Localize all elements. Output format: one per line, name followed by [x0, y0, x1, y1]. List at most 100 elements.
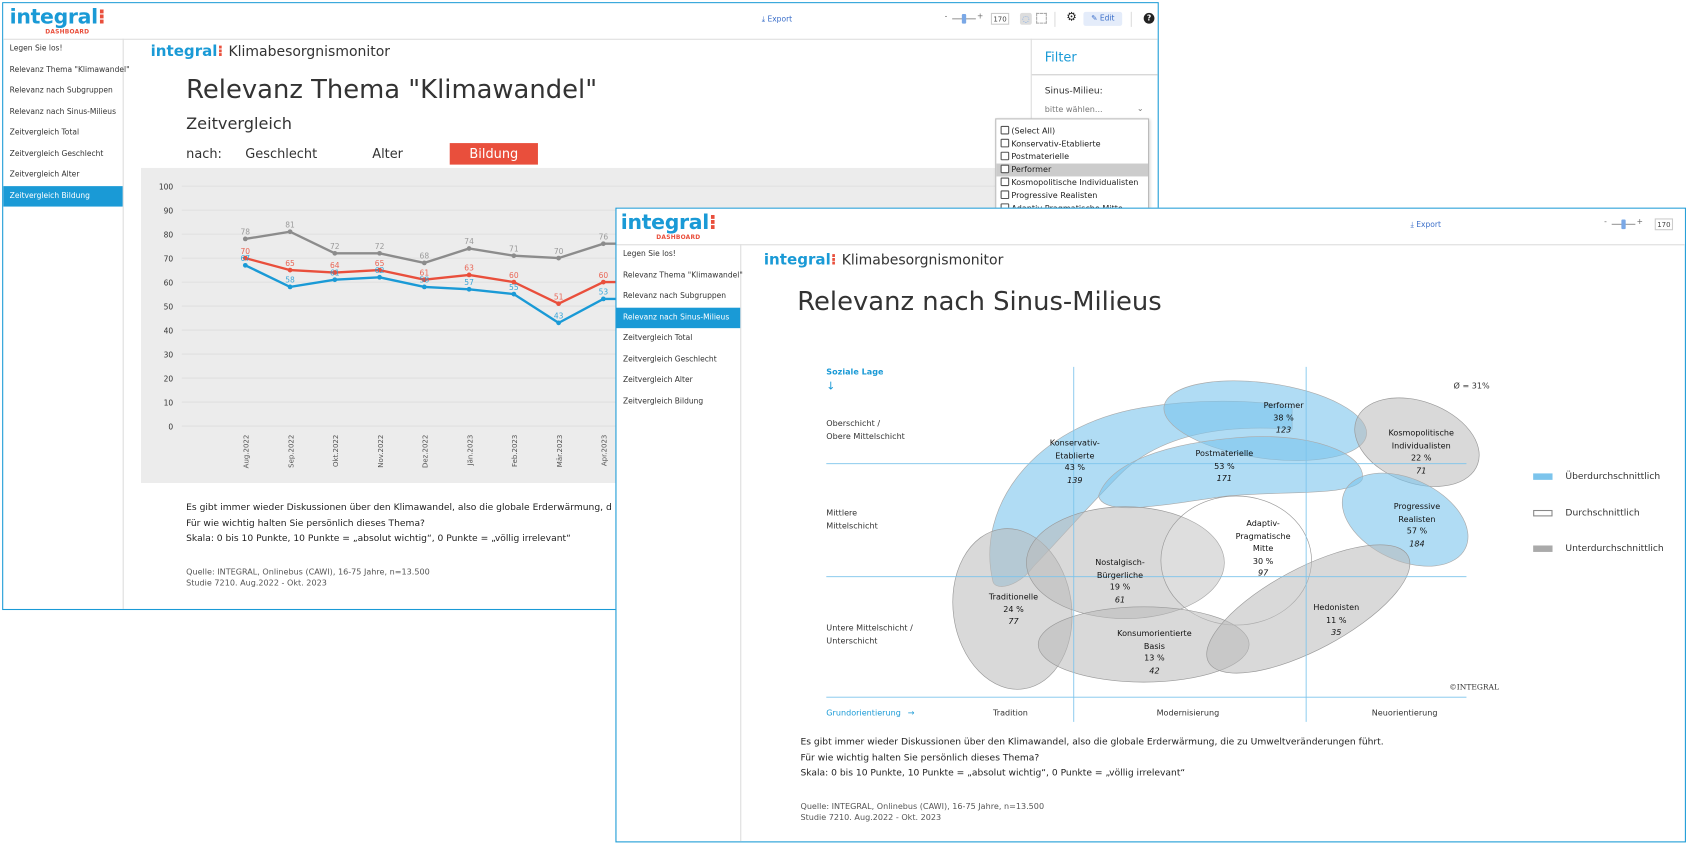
- scale-line: Skala: 0 bis 10 Punkte, 10 Punkte = „abs…: [800, 768, 1186, 779]
- tab-alter[interactable]: Alter: [372, 146, 404, 162]
- row-label-unterschicht: Untere Mittelschicht / Unterschicht: [826, 622, 913, 648]
- y-tick-label: 100: [159, 182, 174, 191]
- milieu-label: Performer 38 % 123: [1264, 399, 1304, 436]
- sidebar-item[interactable]: Legen Sie los!: [622, 249, 676, 259]
- gear-icon[interactable]: ⚙: [1066, 9, 1077, 24]
- milieu-name: Postmaterielle: [1195, 448, 1254, 459]
- sidebar-item[interactable]: Zeitvergleich Bildung: [3, 185, 123, 207]
- average-value: Ø = 31%: [1453, 380, 1490, 391]
- checkbox[interactable]: [1000, 138, 1010, 148]
- row-label-line: Obere Mittelschicht: [826, 431, 905, 442]
- sidebar-item[interactable]: Relevanz nach Sinus-Milieus: [9, 107, 116, 116]
- y-tick-label: 40: [164, 326, 174, 335]
- column-label-tradition: Tradition: [993, 707, 1028, 718]
- data-point-red: [377, 267, 382, 273]
- milieu-percent: 24 %: [1003, 604, 1024, 614]
- zoom-value-input[interactable]: 170: [1654, 218, 1674, 231]
- export-label: Export: [767, 15, 793, 24]
- data-label-grey: 74: [464, 237, 474, 246]
- fit-icon[interactable]: ◌: [1019, 12, 1032, 25]
- export-button[interactable]: ⤓ Export: [1411, 221, 1441, 231]
- sinus-milieu-select[interactable]: bitte wählen... ⌄: [1045, 103, 1144, 114]
- milieu-label: Konsumorientierte Basis 13 % 42: [1117, 627, 1192, 676]
- sidebar-item[interactable]: Relevanz nach Sinus-Milieus: [616, 307, 741, 329]
- tab-bildung[interactable]: Bildung: [449, 143, 538, 165]
- data-label-grey: 72: [375, 242, 385, 251]
- x-axis-title-text: Grundorientierung: [826, 707, 901, 718]
- data-label-blue: 43: [554, 312, 564, 321]
- zoom-value-input[interactable]: 170: [990, 12, 1010, 25]
- milieu-name: Mitte: [1252, 543, 1274, 554]
- report-header: integral⁝ Klimabesorgnismonitor: [150, 43, 391, 61]
- x-tick-label: Jän.2023: [466, 435, 474, 467]
- milieu-name: Kosmopolitische: [1388, 428, 1455, 438]
- dropdown-option[interactable]: Postmaterielle: [996, 151, 1148, 164]
- slider-plus[interactable]: +: [1636, 217, 1643, 226]
- milieu-label: Kosmopolitische Individualisten 22 % 71: [1389, 427, 1455, 476]
- source-line: Quelle: INTEGRAL, Onlinebus (CAWI), 16-7…: [186, 566, 430, 577]
- sidebar-item[interactable]: Legen Sie los!: [9, 44, 63, 53]
- data-point-blue: [287, 284, 293, 290]
- milieu-name: Traditionelle: [988, 591, 1039, 602]
- fullscreen-icon[interactable]: [1036, 12, 1047, 24]
- option-label: Kosmopolitische Individualisten: [1011, 177, 1139, 188]
- milieu-percent: 38 %: [1273, 412, 1294, 423]
- sidebar-item[interactable]: Zeitvergleich Alter: [9, 169, 80, 179]
- dropdown-option[interactable]: Konservativ-Etablierte: [996, 138, 1148, 151]
- dropdown-option[interactable]: Progressive Realisten: [996, 189, 1148, 202]
- sidebar-item[interactable]: Relevanz Thema "Klimawandel": [622, 270, 743, 280]
- series-line-grey: [245, 230, 625, 265]
- page-subtitle: Zeitvergleich: [186, 114, 293, 134]
- y-tick-label: 10: [164, 398, 174, 407]
- sidebar-item[interactable]: Zeitvergleich Bildung: [622, 396, 704, 406]
- checkbox[interactable]: [1000, 125, 1010, 135]
- slider-minus[interactable]: -: [1604, 217, 1607, 226]
- sidebar-item[interactable]: Relevanz nach Subgruppen: [622, 291, 727, 301]
- logo-subtitle: DASHBOARD: [656, 234, 701, 242]
- sidebar-item[interactable]: Zeitvergleich Geschlecht: [9, 149, 104, 158]
- export-label: Export: [1416, 220, 1441, 230]
- dropdown-option[interactable]: Performer: [996, 163, 1148, 177]
- export-button[interactable]: ⤓ Export: [762, 15, 792, 25]
- sidebar-item[interactable]: Zeitvergleich Alter: [622, 375, 693, 385]
- sidebar-item[interactable]: Zeitvergleich Total: [9, 128, 80, 137]
- milieu-count: 171: [1216, 473, 1233, 484]
- milieu-percent: 13 %: [1144, 653, 1165, 663]
- sidebar-item[interactable]: Zeitvergleich Total: [622, 333, 693, 343]
- data-point-blue: [242, 262, 248, 268]
- checkbox[interactable]: [1000, 177, 1010, 187]
- data-label-grey: 72: [330, 242, 340, 251]
- tab-geschlecht[interactable]: Geschlecht: [245, 146, 318, 162]
- y-tick-label: 80: [164, 230, 174, 239]
- front-dashboard-window: integral⁝ DASHBOARD ⤓ Export - + 170 Legen…: [615, 207, 1686, 843]
- legend-swatch-above: [1533, 473, 1553, 480]
- dropdown-option[interactable]: Kosmopolitische Individualisten: [996, 176, 1148, 189]
- help-icon[interactable]: ?: [1143, 12, 1155, 24]
- milieu-count: 184: [1409, 538, 1425, 549]
- checkbox[interactable]: [1000, 151, 1010, 161]
- data-point-grey: [421, 260, 427, 266]
- sidebar-item[interactable]: Zeitvergleich Geschlecht: [622, 354, 717, 364]
- dropdown-option[interactable]: (Select All): [996, 125, 1148, 138]
- question-text: Es gibt immer wieder Diskussionen über d…: [186, 500, 612, 547]
- zoom-slider[interactable]: - +: [944, 11, 984, 24]
- data-label-red: 60: [599, 271, 609, 280]
- page-title: Relevanz nach Sinus-Milieus: [797, 286, 1162, 317]
- milieu-count: 123: [1275, 424, 1292, 435]
- data-point-red: [466, 272, 472, 278]
- milieu-label: Progressive Realisten 57 % 184: [1394, 500, 1440, 549]
- data-label-blue: 55: [509, 283, 519, 292]
- x-tick-label: Okt.2022: [332, 435, 340, 467]
- zoom-slider[interactable]: - +: [1604, 217, 1643, 230]
- x-tick-label: Apr.2023: [601, 435, 609, 466]
- milieu-count: 139: [1067, 475, 1083, 485]
- edit-button[interactable]: ✎ Edit: [1083, 11, 1123, 26]
- data-point-blue: [332, 277, 338, 283]
- slider-minus[interactable]: -: [944, 11, 948, 21]
- slider-plus[interactable]: +: [977, 11, 984, 21]
- checkbox[interactable]: [1000, 164, 1010, 174]
- sidebar-item[interactable]: Relevanz nach Subgruppen: [9, 86, 113, 95]
- checkbox[interactable]: [1000, 190, 1010, 200]
- sidebar-item[interactable]: Relevanz Thema "Klimawandel": [9, 65, 130, 74]
- data-label-red: 64: [330, 261, 340, 270]
